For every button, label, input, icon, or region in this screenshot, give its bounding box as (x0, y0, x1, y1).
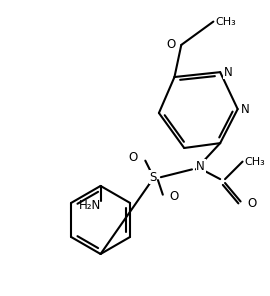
Text: O: O (166, 38, 176, 52)
Text: N: N (241, 103, 250, 116)
Text: CH₃: CH₃ (215, 17, 236, 27)
Text: S: S (149, 171, 157, 184)
Text: N: N (224, 66, 232, 79)
Text: O: O (128, 151, 137, 164)
Text: O: O (247, 197, 257, 210)
Text: O: O (170, 190, 179, 203)
Text: H₂N: H₂N (79, 199, 102, 212)
Text: N: N (196, 160, 205, 173)
Text: CH₃: CH₃ (245, 157, 265, 167)
